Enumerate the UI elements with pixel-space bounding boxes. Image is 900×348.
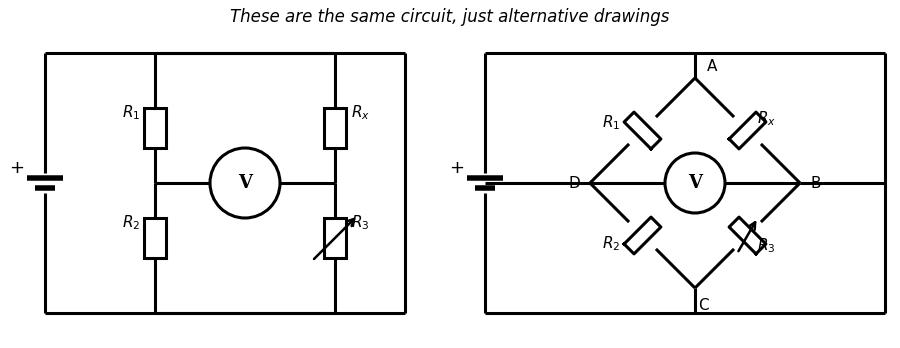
Text: +: + xyxy=(449,159,464,177)
Text: $R_3$: $R_3$ xyxy=(351,214,370,232)
Text: B: B xyxy=(810,175,821,190)
Text: $R_x$: $R_x$ xyxy=(351,104,370,122)
Text: V: V xyxy=(238,174,252,192)
Polygon shape xyxy=(624,112,661,149)
Text: A: A xyxy=(707,59,717,74)
Bar xyxy=(324,108,346,148)
Bar xyxy=(144,218,166,258)
Polygon shape xyxy=(624,217,661,254)
Text: +: + xyxy=(10,159,24,177)
Text: $R_3$: $R_3$ xyxy=(758,236,776,255)
Bar xyxy=(144,108,166,148)
Text: $R_2$: $R_2$ xyxy=(602,234,620,253)
Text: $R_2$: $R_2$ xyxy=(122,214,140,232)
Text: These are the same circuit, just alternative drawings: These are the same circuit, just alterna… xyxy=(230,8,670,26)
Text: $R_1$: $R_1$ xyxy=(602,113,620,132)
Text: D: D xyxy=(568,175,580,190)
Text: $R_x$: $R_x$ xyxy=(758,109,777,128)
Text: V: V xyxy=(688,174,702,192)
Circle shape xyxy=(665,153,725,213)
Polygon shape xyxy=(729,112,766,149)
Bar xyxy=(324,218,346,258)
Text: C: C xyxy=(698,298,708,313)
Polygon shape xyxy=(729,217,766,254)
Text: $R_1$: $R_1$ xyxy=(122,104,140,122)
Circle shape xyxy=(210,148,280,218)
